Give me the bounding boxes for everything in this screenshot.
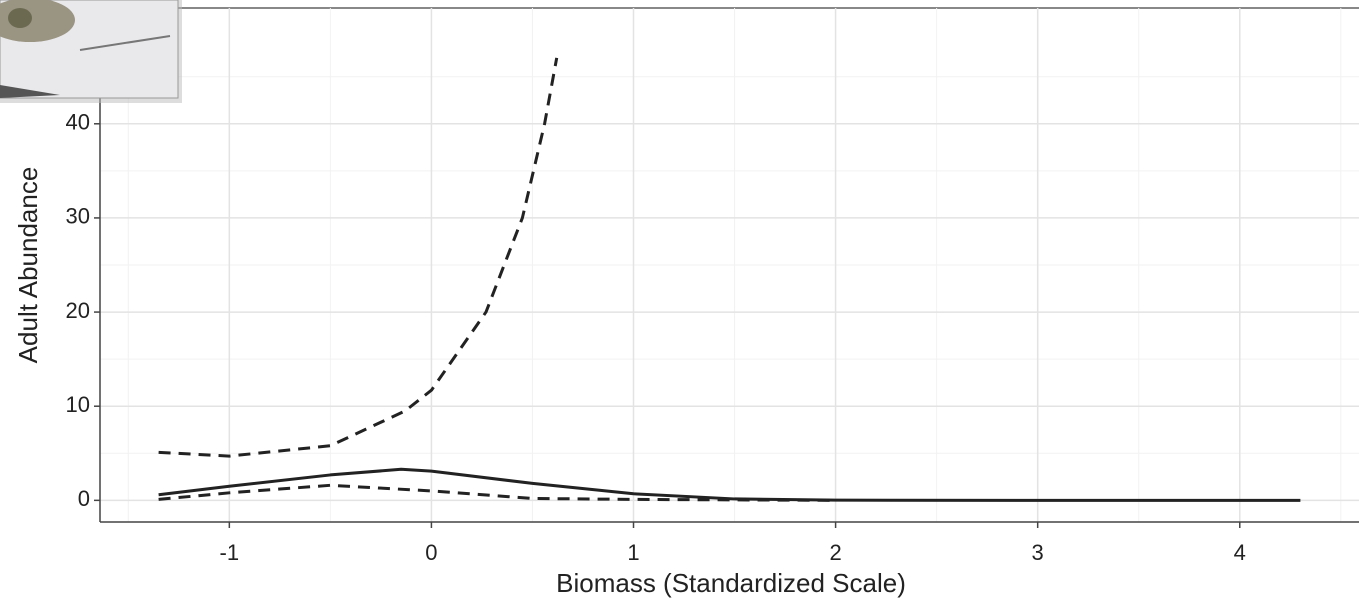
line-series xyxy=(158,467,1301,502)
photo-thumbnail xyxy=(0,0,182,103)
line-series xyxy=(158,57,559,458)
y-tick-label: 20 xyxy=(66,298,90,323)
y-tick-label: 30 xyxy=(66,204,90,229)
y-tick-label: 0 xyxy=(78,486,90,511)
x-tick-label: -1 xyxy=(220,540,240,565)
x-tick-label: 2 xyxy=(829,540,841,565)
x-axis-title: Biomass (Standardized Scale) xyxy=(556,568,906,598)
x-tick-label: 1 xyxy=(627,540,639,565)
plot-area xyxy=(100,8,1359,522)
x-tick-label: 3 xyxy=(1032,540,1044,565)
y-axis-title: Adult Abundance xyxy=(13,167,43,364)
line-series xyxy=(158,483,836,502)
y-tick-label: 40 xyxy=(66,110,90,135)
y-tick-label: 10 xyxy=(66,392,90,417)
x-tick-label: 0 xyxy=(425,540,437,565)
x-tick-label: 4 xyxy=(1234,540,1246,565)
